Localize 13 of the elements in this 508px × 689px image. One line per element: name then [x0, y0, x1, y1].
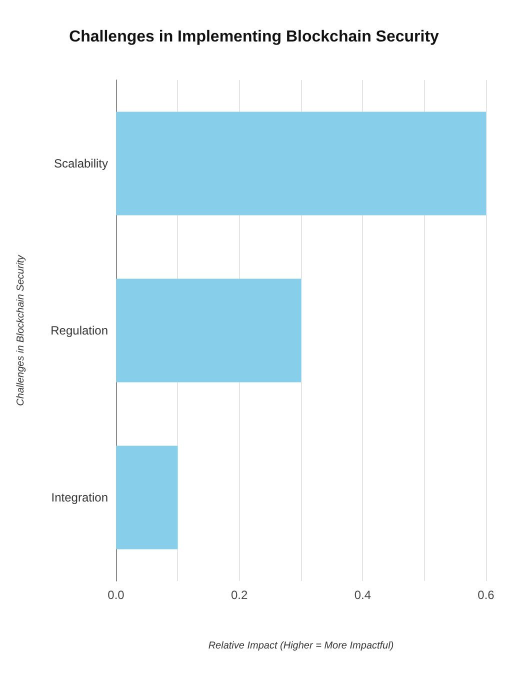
chart-title: Challenges in Implementing Blockchain Security: [69, 28, 440, 46]
x-tick-label: 0.0: [108, 588, 125, 602]
bar: [116, 278, 301, 382]
x-tick-label: 0.2: [230, 588, 248, 602]
y-tick-label: Regulation: [50, 324, 108, 338]
x-tick-label: 0.6: [478, 588, 495, 602]
bar: [116, 112, 486, 216]
bar: [116, 446, 178, 550]
y-tick-label: Scalability: [54, 156, 108, 170]
x-tick-label: 0.4: [354, 588, 372, 602]
x-axis-title: Relative Impact (Higher = More Impactful): [208, 640, 394, 652]
y-axis-title: Challenges in Blockchain Security: [16, 254, 26, 406]
y-tick-label: Integration: [51, 490, 108, 504]
